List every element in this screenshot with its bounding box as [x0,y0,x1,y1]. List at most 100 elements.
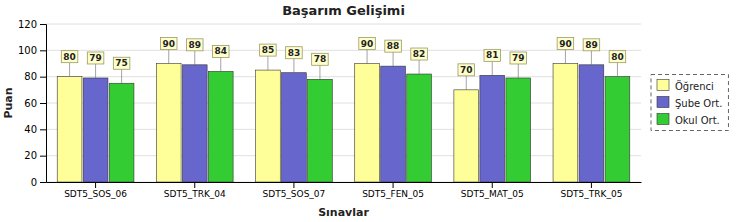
data-label-box [385,40,402,52]
y-axis-title: Puan [2,87,15,118]
legend: Öğrenci Şube Ort. Okul Ort. [651,75,728,131]
data-label-box [61,51,78,63]
chart: 020406080100120SDT5_SOS_06SDT5_TRK_04SDT… [0,0,753,222]
y-tick-mark [40,24,46,25]
label-leader [69,63,70,77]
label-leader [393,52,394,66]
bar-series [57,64,578,183]
legend-item: Okul Ort. [657,114,720,126]
bar [381,66,406,182]
y-tick-mark [40,50,46,51]
y-axis: 020406080100120 [18,19,47,188]
data-label: 84 [214,46,227,56]
y-tick-mark [40,182,46,183]
x-tick-label: SDT5_SOS_07 [262,189,325,199]
bar [553,64,578,183]
data-label-box [312,53,329,65]
y-tick-label: 20 [24,150,37,161]
bar [308,79,333,182]
bar [579,65,604,182]
label-leader [419,60,420,74]
data-label-box [583,39,600,51]
legend-label: Okul Ort. [675,115,720,126]
y-tick-mark [40,129,46,130]
bar [506,78,531,182]
data-label-box [484,49,501,61]
x-tick-mark [591,182,592,188]
data-label: 82 [413,49,426,59]
x-tick: SDT5_SOS_06 [64,182,127,199]
legend-label: Öğrenci [675,80,714,92]
data-label-box [286,47,303,59]
grid-line [46,24,641,25]
bar [256,70,281,182]
data-label: 80 [63,52,76,62]
y-tick: 100 [18,45,46,56]
y-tick-mark [40,156,46,157]
x-tick-mark [492,182,493,188]
x-tick-label: SDT5_SOS_06 [64,189,127,199]
y-tick-label: 120 [18,19,37,30]
x-tick-mark [293,182,294,188]
grid-line [46,76,641,77]
x-tick: SDT5_SOS_07 [262,182,325,199]
y-axis-line [40,25,47,183]
data-label: 83 [288,48,301,58]
data-label: 90 [559,39,572,49]
data-label-box [87,52,104,64]
data-label-box [458,64,475,76]
y-tick-mark [40,77,46,78]
bar [83,78,108,182]
data-label: 80 [611,52,624,62]
x-axis-title: Sınavlar [318,206,369,219]
grid-line [46,182,641,183]
y-tick: 20 [24,150,46,161]
x-axis-line [47,182,642,183]
y-tick: 40 [24,124,46,135]
bar [282,73,307,182]
label-leader [194,51,195,65]
label-leader [168,50,169,64]
x-tick-label: SDT5_FEN_05 [362,189,424,199]
bars [57,64,630,183]
grid [46,24,641,182]
label-leader [591,51,592,65]
y-tick-label: 40 [24,124,37,135]
legend-frame [651,75,728,131]
data-label-box [411,48,428,60]
data-label-box [260,44,277,56]
y-tick-label: 100 [18,45,37,56]
legend-item: Şube Ort. [657,97,722,109]
label-leader [319,65,320,79]
data-label-box [212,45,229,57]
data-label-box [113,57,130,69]
x-tick: SDT5_MAT_05 [461,182,524,199]
x-tick-mark [393,182,394,188]
bar [109,83,134,182]
x-axis: SDT5_SOS_06 SDT5_TRK_04 SDT5_SOS_07 SDT5_FE… [47,182,642,199]
bar-series [83,65,604,182]
y-tick-label: 60 [24,98,37,109]
legend-item: Öğrenci [657,80,714,92]
data-label-box [160,38,177,50]
x-tick-label: SDT5_TRK_04 [164,189,226,199]
bar [182,65,207,182]
x-tick: SDT5_TRK_05 [560,182,622,199]
x-tick-label: SDT5_TRK_05 [560,189,622,199]
x-tick-mark [95,182,96,188]
data-label: 70 [460,65,473,75]
label-leader [121,69,122,83]
label-leader [518,64,519,78]
label-leader [95,64,96,78]
title: Başarım Gelişimi [282,3,405,18]
label-leader [220,57,221,71]
data-label: 88 [387,41,400,51]
legend-swatch [657,80,669,91]
data-label: 89 [585,40,598,50]
data-label-box [510,52,527,64]
grid-line [46,155,641,156]
bar [57,77,82,182]
bar-series [109,71,630,182]
data-labels: 809085907090798983888189758478827980 [61,38,625,90]
bar [454,90,479,182]
